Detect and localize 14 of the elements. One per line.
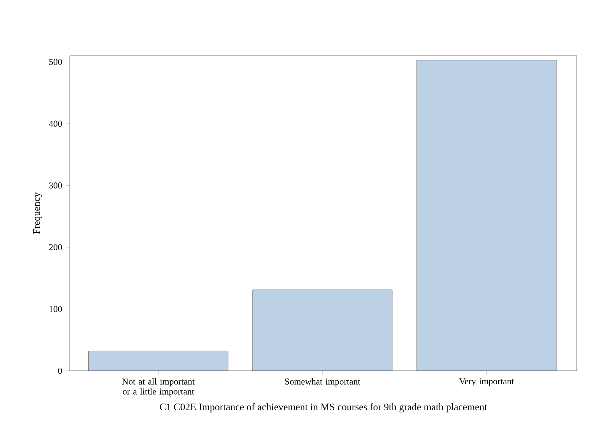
y-axis-title: Frequency [34,192,42,234]
bar [252,290,392,371]
bar [88,351,229,371]
x-tick-label: Not at all important or a little important [122,378,195,397]
x-tick-label: Somewhat important [285,378,360,387]
bar [416,60,557,371]
y-tick-label: 300 [49,182,62,189]
x-tick-label: Very important [459,378,514,386]
y-tick-label: 0 [58,368,62,374]
y-tick-label: 100 [50,306,62,312]
x-axis-title: C1 C02E Importance of achievement in MS courses for 9th grade math placement [160,403,488,413]
y-tick-label: 500 [50,59,62,66]
y-tick-label: 400 [49,120,62,127]
y-tick-label: 200 [49,244,62,251]
